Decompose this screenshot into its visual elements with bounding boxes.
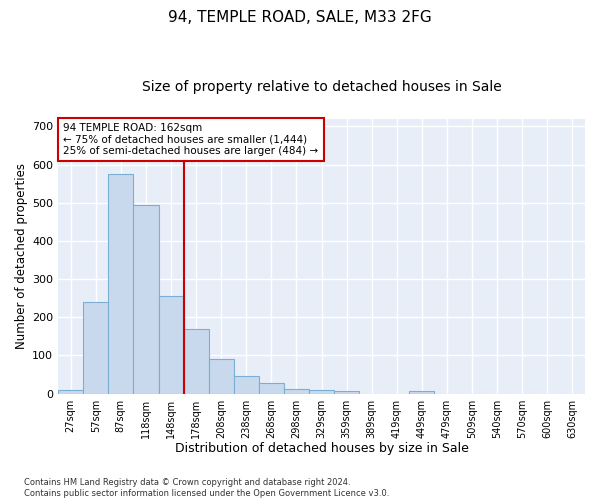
Bar — [158, 296, 184, 394]
Bar — [209, 359, 234, 394]
Bar — [133, 204, 158, 394]
Y-axis label: Number of detached properties: Number of detached properties — [15, 163, 28, 349]
Bar — [309, 390, 334, 394]
Text: 94 TEMPLE ROAD: 162sqm
← 75% of detached houses are smaller (1,444)
25% of semi-: 94 TEMPLE ROAD: 162sqm ← 75% of detached… — [64, 123, 319, 156]
Bar — [234, 376, 259, 394]
Bar — [409, 390, 434, 394]
Bar — [83, 302, 109, 394]
Bar — [184, 328, 209, 394]
Text: Contains HM Land Registry data © Crown copyright and database right 2024.
Contai: Contains HM Land Registry data © Crown c… — [24, 478, 389, 498]
Bar — [334, 390, 359, 394]
Text: 94, TEMPLE ROAD, SALE, M33 2FG: 94, TEMPLE ROAD, SALE, M33 2FG — [168, 10, 432, 25]
Bar — [109, 174, 133, 394]
Bar — [284, 388, 309, 394]
Bar — [259, 384, 284, 394]
X-axis label: Distribution of detached houses by size in Sale: Distribution of detached houses by size … — [175, 442, 469, 455]
Title: Size of property relative to detached houses in Sale: Size of property relative to detached ho… — [142, 80, 502, 94]
Bar — [58, 390, 83, 394]
